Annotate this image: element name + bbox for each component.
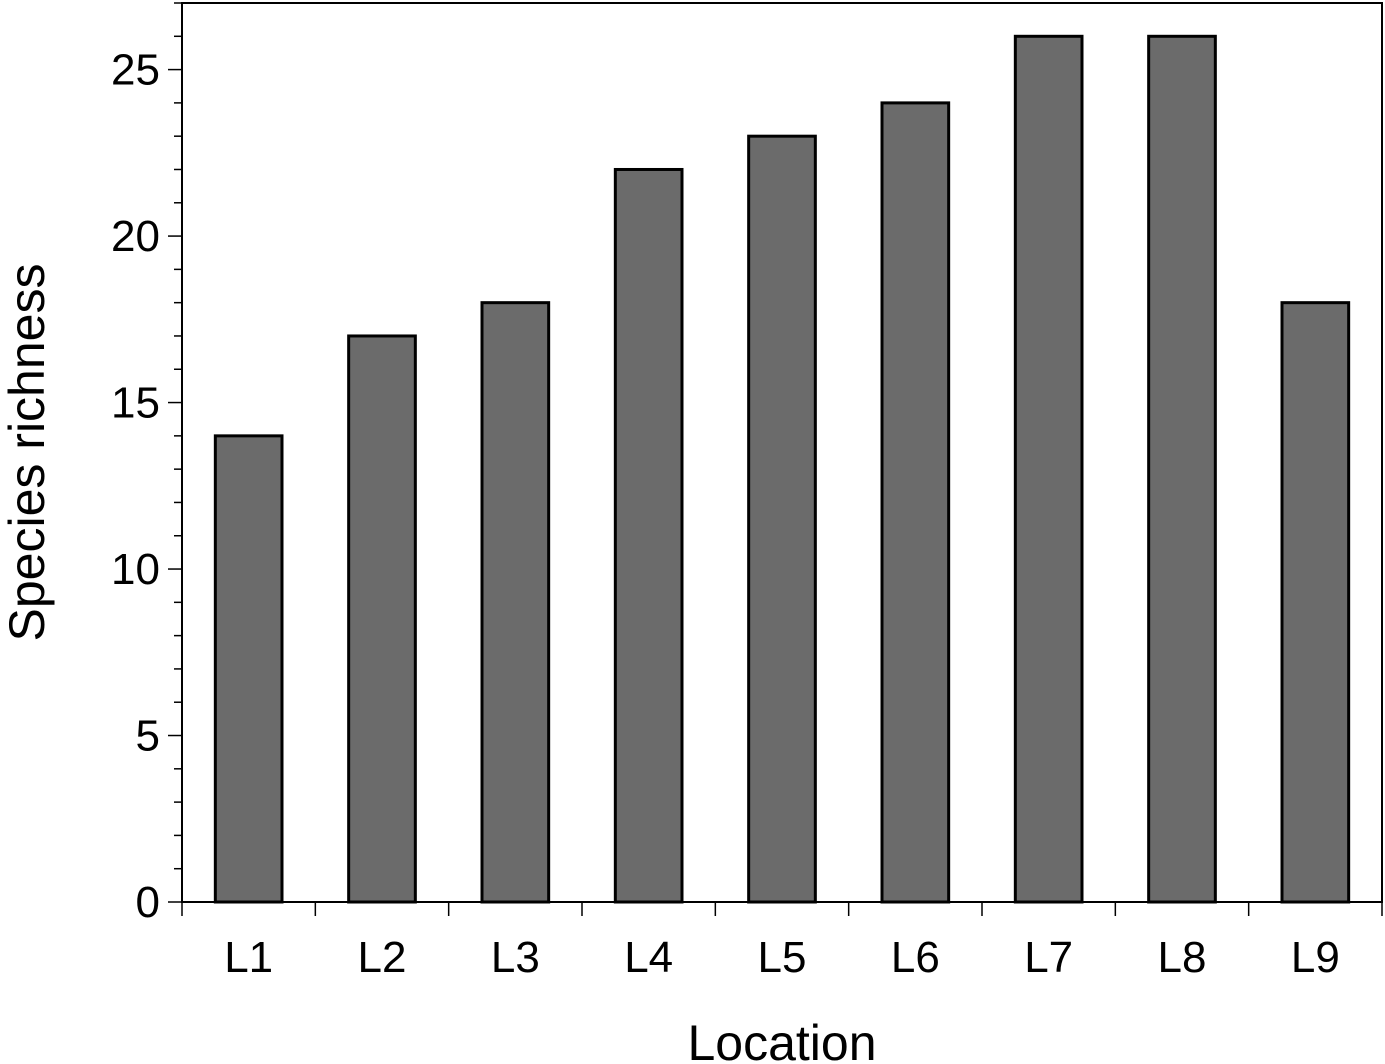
bar-l9: [1280, 301, 1351, 904]
y-tick-label: 15: [111, 379, 160, 428]
x-tick-label: L6: [891, 933, 940, 982]
bar-l6: [880, 101, 951, 904]
bar-l3: [480, 301, 551, 904]
y-tick-label: 25: [111, 46, 160, 95]
x-tick-label: L5: [758, 933, 807, 982]
y-tick-label: 20: [111, 212, 160, 261]
bar-l7: [1013, 34, 1084, 904]
x-tick-label: L8: [1158, 933, 1207, 982]
plot-frame: [181, 2, 1383, 903]
x-tick-label: L4: [624, 933, 673, 982]
bar-l5: [747, 134, 817, 904]
bars-group: [213, 34, 1351, 904]
bar-l1: [213, 434, 284, 904]
x-axis-title: Location: [687, 1015, 876, 1064]
x-tick-label: L7: [1024, 933, 1073, 982]
y-axis: 0 5 10 15 20 25: [111, 2, 182, 927]
bar-l8: [1147, 34, 1217, 904]
x-tick-label: L9: [1291, 933, 1340, 982]
y-tick-label: 10: [111, 545, 160, 594]
x-tick-label: L1: [224, 933, 273, 982]
x-axis: L1 L2 L3 L4 L5 L6 L7 L8 L9: [181, 902, 1383, 982]
y-tick-label: 5: [136, 712, 160, 761]
x-tick-label: L2: [358, 933, 407, 982]
y-axis-title: Species richness: [0, 264, 55, 642]
bar-l2: [347, 334, 417, 904]
x-tick-label: L3: [491, 933, 540, 982]
bar-l4: [613, 167, 684, 904]
y-tick-label: 0: [136, 878, 160, 927]
